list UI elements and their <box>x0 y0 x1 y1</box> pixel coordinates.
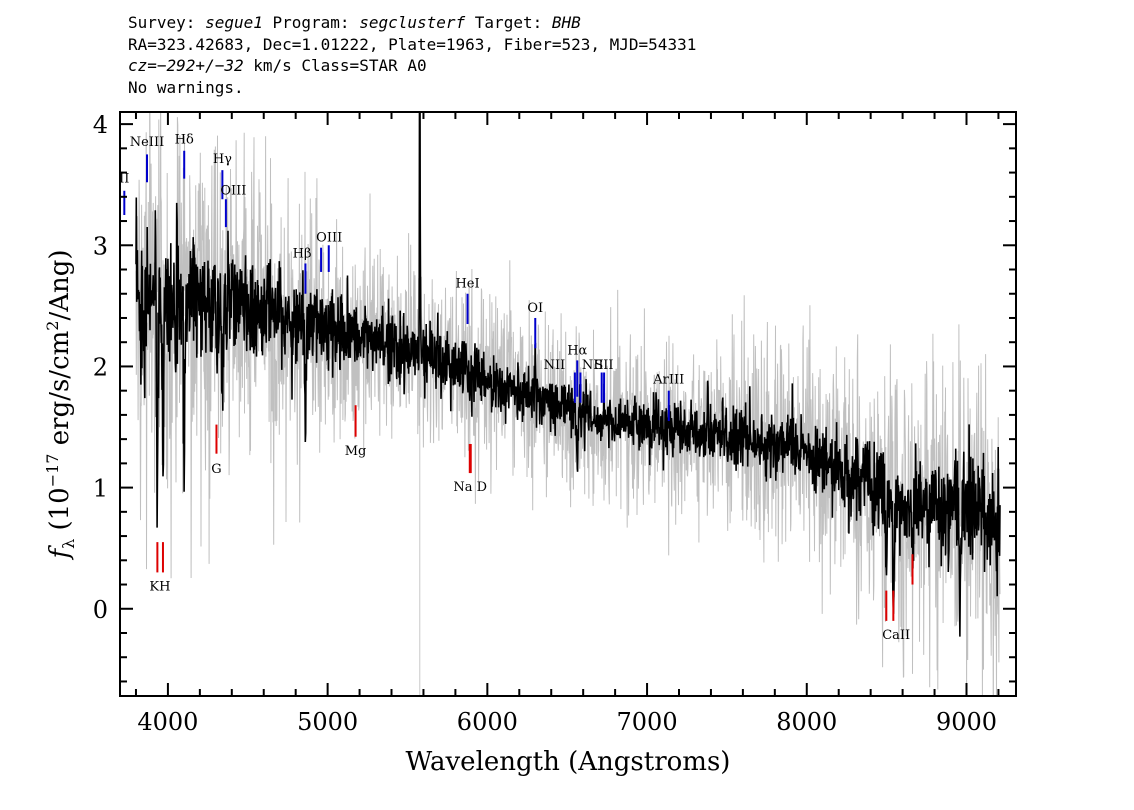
y-axis-title: fλ (10−17 erg/s/cm2/Ang) <box>43 249 78 560</box>
spectral-line-label: ArIII <box>652 372 684 387</box>
spectral-line-label: Hγ <box>213 152 232 167</box>
spectral-line-label: KH <box>149 580 170 595</box>
spectral-line-label: Hα <box>567 343 587 358</box>
plot-frame <box>119 111 1017 697</box>
x-tick-label: 9000 <box>936 708 997 736</box>
spectral-line-label: Hβ <box>293 246 312 261</box>
spectral-line-label: OIII <box>220 183 246 198</box>
y-axis-title-exp: −17 <box>43 454 62 488</box>
y-tick-label: 0 <box>93 596 108 624</box>
y-tick-label: 3 <box>93 232 108 260</box>
spectral-line-label: Hδ <box>175 133 194 148</box>
flux-spectrum <box>135 112 1001 637</box>
y-tick-label: 4 <box>93 111 108 139</box>
header-line-3: cz=−292+/−32 km/s Class=STAR A0 <box>128 55 696 77</box>
target-label: Target: <box>465 13 552 32</box>
y-tick-label: 1 <box>93 475 108 503</box>
target-value: BHB <box>551 13 581 32</box>
spectrum-header: Survey: segue1 Program: segclusterf Targ… <box>128 12 696 98</box>
x-tick-label: 4000 <box>137 708 198 736</box>
program-label: Program: <box>262 13 360 32</box>
x-axis-title: Wavelength (Angstroms) <box>406 747 731 777</box>
x-tick-label: 7000 <box>617 708 678 736</box>
y-tick-label: 2 <box>93 353 108 381</box>
spectral-line-label: HeI <box>455 277 479 292</box>
survey-value: segue1 <box>205 13 263 32</box>
spectral-line-label: II <box>119 171 129 186</box>
spectral-line-label: OIII <box>316 231 342 246</box>
spectral-line-label: NII <box>582 358 604 373</box>
spectral-line-label: CaII <box>882 628 910 643</box>
plot-content <box>123 112 1001 696</box>
y-axis-title-sub: λ <box>59 539 78 549</box>
cz-value: cz=−292+/−32 <box>128 56 244 75</box>
spectral-line-label: NeIII <box>130 135 164 150</box>
x-tick-label: 5000 <box>297 708 358 736</box>
header-line-1: Survey: segue1 Program: segclusterf Targ… <box>128 12 696 34</box>
x-tick-label: 6000 <box>457 708 518 736</box>
spectral-line-label: G <box>211 462 221 477</box>
program-value: segclusterf <box>359 13 466 32</box>
spectral-line-label: OI <box>527 301 543 316</box>
y-axis-title-main: (10 <box>45 487 75 539</box>
y-axis-title-unit-exp: 2 <box>43 321 62 331</box>
header-line-4: No warnings. <box>128 77 244 97</box>
spectral-line-label: NII <box>544 358 566 373</box>
header-line-2: RA=323.42683, Dec=1.01222, Plate=1963, F… <box>128 34 697 54</box>
class-text: km/s Class=STAR A0 <box>243 56 427 75</box>
y-axis-title-tail: /Ang) <box>45 249 75 320</box>
spectral-line-label: SII <box>594 358 613 373</box>
spectral-line-label: Mg <box>345 444 367 459</box>
axes: 4000 5000 6000 7000 8000 9000 0 1 2 3 4 <box>93 111 1016 736</box>
spectral-line-label: Na D <box>453 480 487 495</box>
survey-label: Survey: <box>128 13 206 32</box>
y-axis-title-unit: erg/s/cm <box>45 331 75 454</box>
x-tick-label: 8000 <box>776 708 837 736</box>
